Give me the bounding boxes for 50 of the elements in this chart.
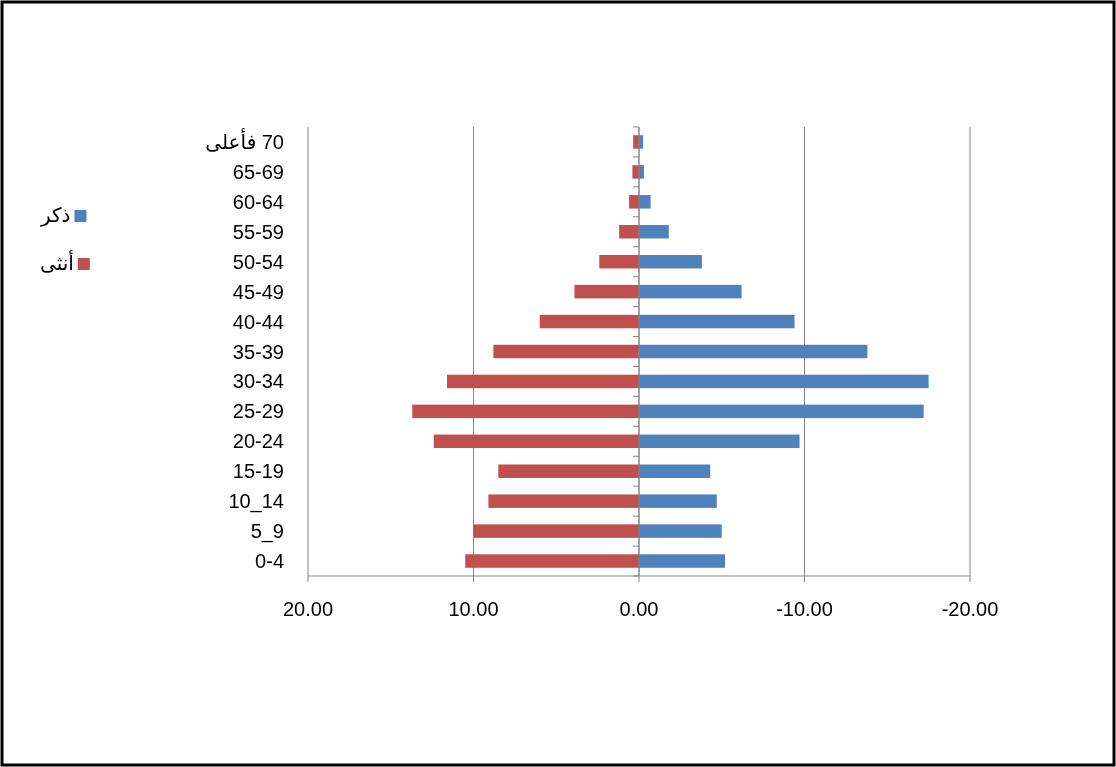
- legend-label: أنثى: [40, 250, 74, 274]
- y-tick-label: 45-49: [232, 280, 284, 303]
- y-tick-label: 15-19: [232, 460, 284, 483]
- bar: [447, 374, 639, 389]
- bar: [619, 225, 639, 239]
- bar: [629, 195, 639, 209]
- y-tick-label: 55-59: [232, 220, 284, 243]
- y-tick-label: 50-54: [232, 250, 284, 273]
- bar: [473, 524, 639, 538]
- y-tick-label: 0-4: [255, 550, 284, 573]
- x-tick-label: 0.00: [619, 598, 659, 620]
- y-tick-label: 60-64: [232, 190, 284, 213]
- bar: [639, 195, 651, 209]
- y-tick-label: 35-39: [232, 340, 284, 363]
- bar: [639, 314, 795, 329]
- bar: [639, 404, 924, 419]
- y-tick-label: 65-69: [232, 160, 284, 183]
- bar: [599, 254, 639, 269]
- x-tick-label: -10.00: [776, 598, 833, 620]
- bar: [639, 524, 722, 538]
- y-tick-label: 30-34: [232, 370, 284, 393]
- bar: [639, 344, 868, 359]
- bar: [539, 314, 639, 329]
- bar: [632, 165, 639, 179]
- bar: [433, 434, 639, 449]
- bar: [493, 344, 639, 359]
- bar: [639, 374, 929, 389]
- bar: [639, 284, 742, 299]
- y-tick-label: 70 فأعلى: [205, 127, 284, 153]
- y-tick-label: 5_9: [250, 520, 284, 544]
- x-tick-label: 10.00: [448, 598, 499, 620]
- bar: [639, 225, 669, 239]
- bar: [639, 434, 800, 449]
- bar: [633, 135, 639, 149]
- y-tick-label: 20-24: [232, 430, 284, 453]
- x-tick-label: -20.00: [941, 598, 999, 620]
- bar: [498, 464, 639, 478]
- bar: [412, 404, 639, 419]
- y-tick-label: 40-44: [232, 310, 284, 333]
- bar: [574, 284, 639, 299]
- bar: [639, 554, 726, 568]
- bar: [465, 554, 639, 568]
- bar: [639, 254, 702, 269]
- y-tick-label: 25-29: [232, 400, 284, 423]
- bar: [488, 494, 639, 508]
- y-tick-label: 10_14: [228, 490, 284, 514]
- bar: [639, 464, 711, 478]
- x-tick-label: 20.00: [282, 598, 334, 620]
- legend-label: ذكر: [40, 204, 71, 227]
- bar: [639, 494, 717, 508]
